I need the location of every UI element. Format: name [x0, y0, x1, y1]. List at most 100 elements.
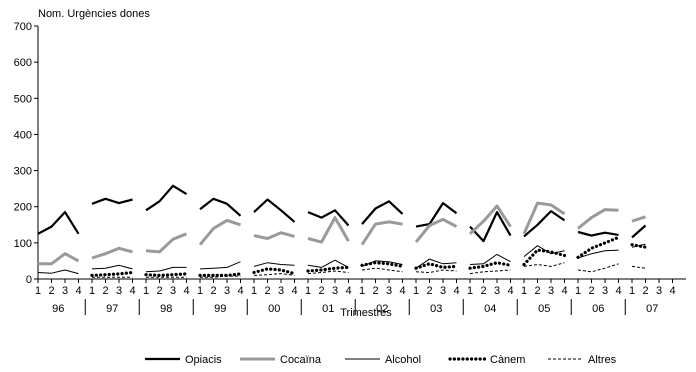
series-line-cànem — [144, 272, 189, 277]
series-line-cànem — [90, 270, 135, 277]
x-tick-label: 1 — [143, 285, 149, 297]
x-tick-label: 1 — [35, 285, 41, 297]
x-tick-label: 4 — [399, 285, 405, 297]
x-tick-label: 2 — [480, 285, 486, 297]
x-tick-label: 4 — [237, 285, 243, 297]
plot-lines — [37, 184, 648, 278]
series-line-altres — [361, 267, 403, 273]
year-label: 07 — [646, 303, 658, 315]
series-line-cànem — [198, 272, 243, 277]
x-tick-label: 3 — [332, 285, 338, 297]
legend-label: Cànem — [490, 354, 525, 366]
x-tick-label: 3 — [224, 285, 230, 297]
x-tick-label: 3 — [440, 285, 446, 297]
x-tick-label: 3 — [602, 285, 608, 297]
x-tick-label: 1 — [89, 285, 95, 297]
x-tick-label: 1 — [359, 285, 365, 297]
series-line-altres — [631, 265, 646, 269]
y-tick-label: 100 — [14, 238, 32, 250]
series-line-cocaïna — [198, 218, 241, 246]
series-line-cànem — [414, 262, 459, 270]
series-line-altres — [577, 263, 619, 273]
series-line-alcohol — [307, 259, 349, 268]
series-line-cocaïna — [145, 232, 188, 254]
year-label: 96 — [52, 303, 64, 315]
series-line-alcohol — [253, 262, 295, 267]
x-tick-label: 1 — [575, 285, 581, 297]
x-tick-label: 2 — [372, 285, 378, 297]
series-line-cocaïna — [38, 252, 80, 266]
series-line-cocaïna — [307, 216, 350, 244]
series-line-opiacis — [415, 202, 458, 228]
x-tick-label: 4 — [345, 285, 351, 297]
year-label: 06 — [592, 303, 604, 315]
series-line-cocaïna — [631, 215, 646, 223]
series-line-opiacis — [145, 184, 188, 212]
legend: Opiacis Cocaïna Alcohol Cànem Altres — [145, 354, 617, 366]
x-tick-label: 3 — [656, 285, 662, 297]
series-line-cocaïna — [414, 217, 458, 244]
series-line-opiacis — [631, 224, 647, 239]
y-tick-label: 200 — [14, 202, 32, 214]
series-line-alcohol — [91, 264, 133, 270]
series-line-opiacis — [253, 198, 296, 223]
x-tick-label: 2 — [48, 285, 54, 297]
series-line-cocaïna — [468, 204, 512, 235]
series-line-altres — [469, 269, 511, 275]
year-label: 97 — [106, 303, 118, 315]
series-line-cànem — [306, 265, 351, 273]
series-line-cocaïna — [577, 208, 619, 230]
legend-label: Cocaïna — [280, 354, 322, 366]
series-line-opiacis — [307, 209, 350, 227]
x-tick-label: 4 — [669, 285, 675, 297]
y-tick-label: 600 — [14, 57, 32, 69]
x-tick-label: 2 — [534, 285, 540, 297]
year-label: 05 — [538, 303, 550, 315]
series-line-altres — [200, 275, 241, 278]
x-tick-label: 1 — [629, 285, 635, 297]
x-tick-label: 3 — [116, 285, 122, 297]
x-tick-label: 2 — [156, 285, 162, 297]
series-line-cocaïna — [253, 231, 295, 240]
series-line-alcohol — [469, 253, 511, 265]
series-line-alcohol — [199, 261, 241, 270]
x-tick-label: 3 — [494, 285, 500, 297]
series-line-alcohol — [631, 243, 646, 248]
series-line-altres — [307, 270, 349, 275]
series-line-cànem — [576, 235, 621, 259]
x-tick-label: 1 — [197, 285, 203, 297]
series-line-altres — [415, 269, 457, 273]
year-label: 98 — [160, 303, 172, 315]
y-tick-label: 500 — [14, 93, 32, 105]
series-line-opiacis — [469, 211, 512, 243]
x-tick-label: 4 — [129, 285, 135, 297]
year-label: 04 — [484, 303, 496, 315]
x-tick-label: 2 — [102, 285, 108, 297]
series-line-cocaïna — [91, 246, 133, 260]
x-tick-label: 3 — [62, 285, 68, 297]
y-tick-label: 400 — [14, 129, 32, 141]
series-line-cocaïna — [360, 220, 403, 246]
x-tick-label: 2 — [588, 285, 594, 297]
series-line-opiacis — [577, 230, 619, 237]
x-tick-label: 4 — [615, 285, 621, 297]
series-line-alcohol — [145, 266, 187, 273]
series-line-cànem — [468, 261, 513, 270]
x-tick-label: 4 — [183, 285, 189, 297]
y-tick-label: 700 — [14, 21, 32, 33]
series-line-opiacis — [199, 197, 242, 217]
legend-label: Alcohol — [385, 354, 421, 366]
x-tick-label: 1 — [521, 285, 527, 297]
x-tick-label: 2 — [642, 285, 648, 297]
series-line-opiacis — [37, 211, 80, 235]
y-tick-label: 300 — [14, 166, 32, 178]
legend-label: Altres — [588, 354, 617, 366]
x-tick-label: 3 — [386, 285, 392, 297]
y-tick-label: 0 — [26, 274, 32, 286]
x-tick-label: 2 — [318, 285, 324, 297]
series-line-cocaïna — [522, 201, 566, 235]
series-line-cànem — [630, 243, 648, 249]
series-line-cànem — [522, 248, 567, 267]
series-line-opiacis — [523, 210, 566, 238]
